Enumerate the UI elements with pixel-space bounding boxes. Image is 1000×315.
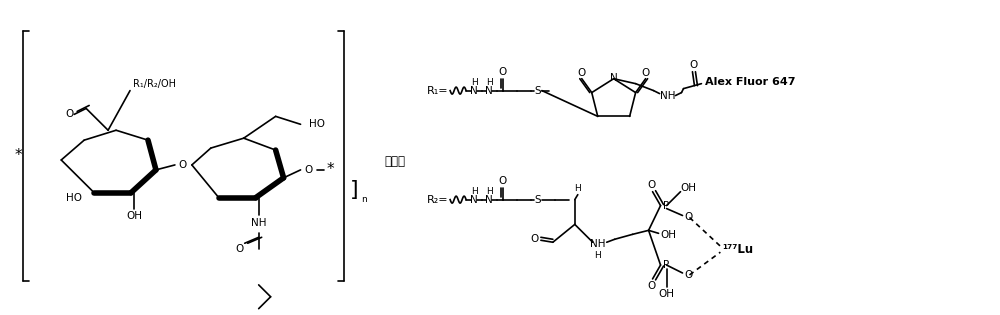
- Text: O: O: [641, 68, 650, 78]
- Text: H: H: [574, 184, 581, 193]
- Text: ]: ]: [350, 180, 359, 200]
- Text: OH: OH: [680, 183, 696, 193]
- Text: O: O: [499, 67, 507, 77]
- Text: O: O: [304, 165, 313, 175]
- Text: H: H: [594, 251, 601, 260]
- Text: H: H: [486, 187, 492, 196]
- Text: N: N: [485, 195, 493, 205]
- Text: O: O: [647, 180, 656, 190]
- Text: NH: NH: [590, 239, 605, 249]
- Text: H: H: [486, 78, 492, 87]
- Text: O: O: [684, 270, 693, 280]
- Text: HO: HO: [66, 193, 82, 203]
- Text: P: P: [663, 201, 670, 210]
- Text: S: S: [535, 86, 541, 95]
- Text: N: N: [470, 86, 478, 95]
- Text: OH: OH: [659, 289, 675, 299]
- Text: O: O: [578, 68, 586, 78]
- Text: 其中，: 其中，: [385, 156, 406, 169]
- Text: H: H: [471, 78, 477, 87]
- Text: NH: NH: [251, 218, 266, 228]
- Text: S: S: [535, 195, 541, 205]
- Text: O: O: [236, 244, 244, 254]
- Text: N: N: [470, 195, 478, 205]
- Text: OH: OH: [126, 211, 142, 221]
- Text: R₁=: R₁=: [427, 86, 448, 95]
- Text: O: O: [647, 281, 656, 291]
- Text: O: O: [531, 234, 539, 244]
- Text: R₂=: R₂=: [427, 195, 448, 205]
- Text: OH: OH: [661, 230, 677, 240]
- Text: Alex Fluor 647: Alex Fluor 647: [705, 77, 796, 87]
- Text: O: O: [499, 176, 507, 186]
- Text: HO: HO: [309, 119, 325, 129]
- Text: N: N: [610, 73, 618, 83]
- Text: R₁/R₂/OH: R₁/R₂/OH: [133, 79, 176, 89]
- Text: P: P: [663, 260, 670, 270]
- Text: O: O: [179, 160, 187, 170]
- Text: ¹⁷⁷Lu: ¹⁷⁷Lu: [722, 243, 754, 256]
- Text: O: O: [689, 60, 698, 70]
- Text: n: n: [362, 195, 367, 204]
- Text: NH: NH: [660, 90, 675, 100]
- Text: O: O: [65, 109, 73, 119]
- Text: O: O: [684, 212, 693, 222]
- Text: H: H: [471, 187, 477, 196]
- Text: *: *: [327, 163, 334, 177]
- Text: *: *: [15, 147, 22, 163]
- Text: N: N: [485, 86, 493, 95]
